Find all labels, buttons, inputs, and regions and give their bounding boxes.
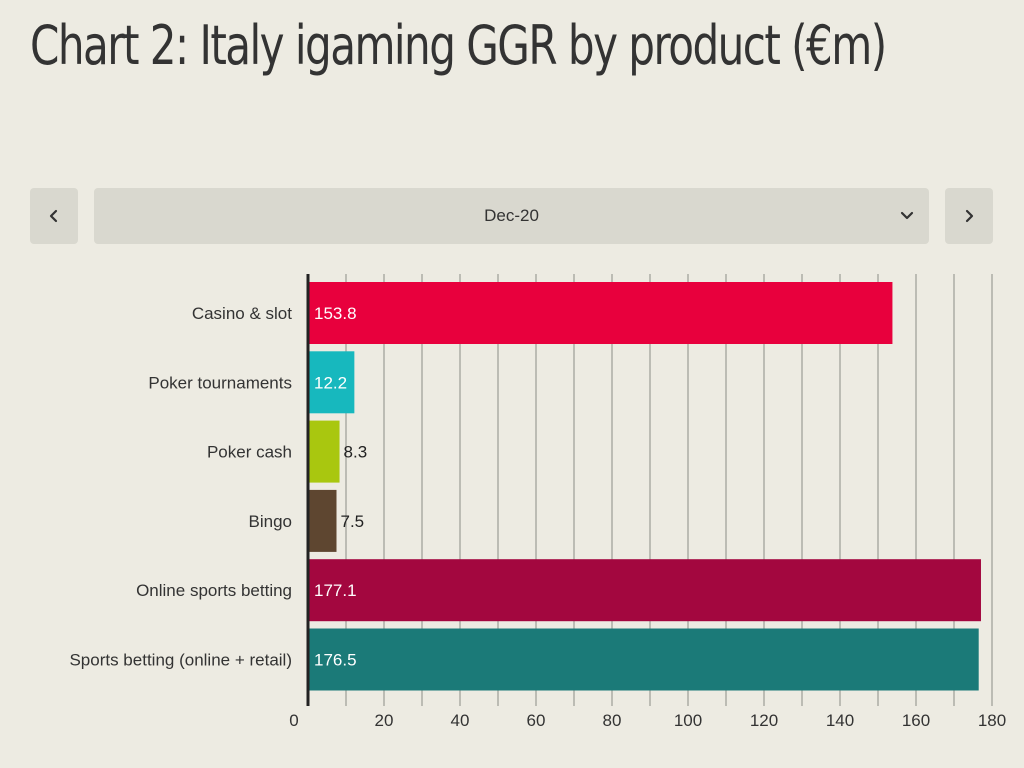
data-label: 7.5	[341, 512, 365, 531]
chevron-left-icon	[49, 209, 58, 223]
period-select-value: Dec-20	[484, 206, 539, 225]
next-period-button[interactable]	[945, 188, 993, 244]
category-label: Sports betting (online + retail)	[69, 651, 292, 670]
x-tick-label: 120	[750, 711, 778, 730]
bar	[308, 489, 337, 552]
bar-chart: 153.8 12.2 8.3 7.5 177.1 176.5 Casino & slot P…	[69, 274, 1006, 730]
chevron-down-icon	[900, 211, 914, 220]
chart-title: Chart 2: Italy igaming GGR by product (€…	[30, 14, 887, 77]
bar	[308, 282, 893, 344]
period-select[interactable]: Dec-20	[94, 188, 929, 244]
bar	[308, 559, 981, 622]
category-label: Poker tournaments	[148, 373, 292, 392]
category-labels: Casino & slot Poker tournaments Poker cash…	[69, 304, 292, 670]
period-controls: Dec-20	[30, 188, 993, 244]
x-tick-label: 20	[375, 711, 394, 730]
x-tick-label: 60	[527, 711, 546, 730]
bars: 153.8 12.2 8.3 7.5 177.1 176.5	[308, 282, 981, 691]
x-axis-ticks: 0 20 40 60 80 100 120 140 160 180	[289, 711, 1006, 730]
bar	[308, 420, 340, 483]
data-label: 8.3	[344, 443, 368, 462]
x-tick-label: 160	[902, 711, 930, 730]
x-tick-label: 140	[826, 711, 854, 730]
x-tick-label: 40	[451, 711, 470, 730]
category-label: Poker cash	[207, 443, 292, 462]
x-tick-label: 180	[978, 711, 1006, 730]
previous-period-button[interactable]	[30, 188, 78, 244]
bar	[308, 351, 355, 414]
data-label: 176.5	[314, 651, 357, 670]
data-label: 153.8	[314, 304, 357, 323]
category-label: Bingo	[249, 512, 292, 531]
category-label: Casino & slot	[192, 304, 292, 323]
x-tick-label: 100	[674, 711, 702, 730]
data-label: 177.1	[314, 581, 357, 600]
bar	[308, 628, 979, 691]
x-tick-label: 80	[603, 711, 622, 730]
data-label: 12.2	[314, 373, 347, 392]
x-tick-label: 0	[289, 711, 298, 730]
category-label: Online sports betting	[136, 581, 292, 600]
chevron-right-icon	[965, 209, 974, 223]
